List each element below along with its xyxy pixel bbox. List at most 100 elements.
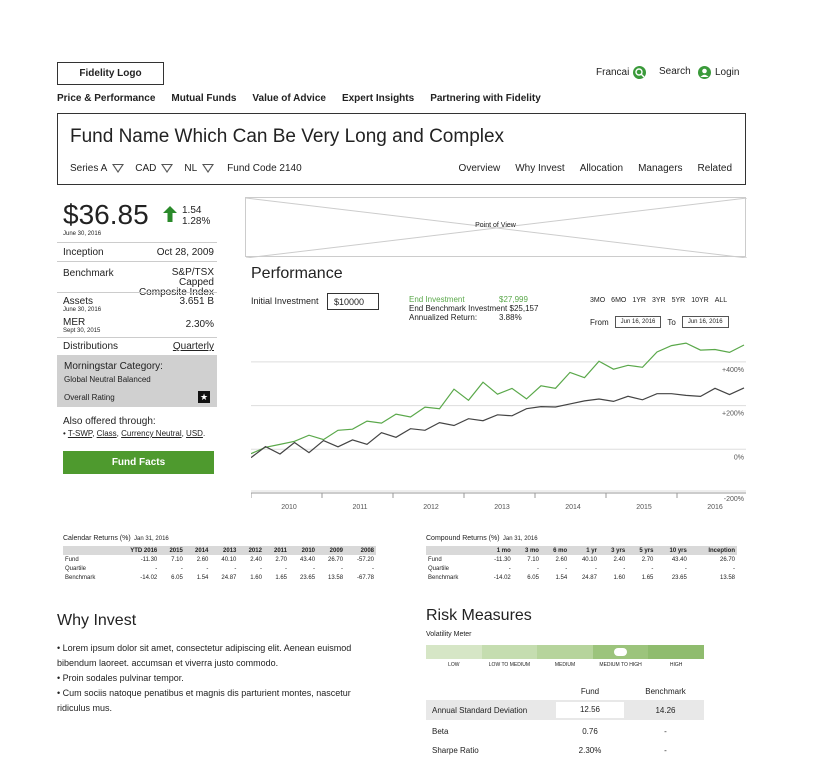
price-change: 1.54 1.28% [182,205,211,227]
y-tick-label: +200% [722,411,744,418]
range-3yr[interactable]: 3YR [651,297,666,304]
range-3mo[interactable]: 3MO [590,297,606,304]
tab-why-invest[interactable]: Why Invest [515,163,565,174]
star-icon: ★ [198,391,210,403]
table-row: Fund -11.30 7.10 2.60 40.10 2.40 2.70 43.40 26.7… [65,556,374,563]
login-label[interactable]: Login [715,67,740,78]
compound-returns: Compound Returns (%) Jan 31, 2016 1 mo 3 … [426,535,737,582]
table-row: Quartile - - - - - - - - - [65,565,374,572]
language-label[interactable]: Francai [596,67,630,78]
range-1yr[interactable]: 1YR [632,297,646,304]
main-nav: Price & Performance Mutual Funds Value o… [57,93,541,104]
assets-row: Assets June 30, 2016 3.651 B [63,296,214,313]
meter-indicator [613,648,627,656]
user-icon [698,66,711,79]
fund-title: Fund Name Which Can Be Very Long and Com… [70,126,505,147]
x-tick-label: 2014 [565,504,581,511]
table-header: YTD 2016 2015 2014 2013 2012 2011 2010 2009 2008 [63,546,376,555]
x-tick-label: 2012 [423,504,439,511]
table-header: 1 mo 3 mo 6 mo 1 yr 3 yrs 5 yrs 10 yrs Inceptio… [426,546,737,555]
investment-summary: End Investment $27,999 End Benchmark Inve… [409,295,539,322]
fund-price: $36.85 [63,199,149,230]
range-6mo[interactable]: 6MO [611,297,627,304]
calendar-returns: Calendar Returns (%) Jan 31, 2016 YTD 20… [63,535,376,582]
globe-icon [633,66,647,79]
chevron-down-icon[interactable] [161,164,174,173]
range-10yr[interactable]: 10YR [691,297,709,304]
distributions-link[interactable]: Quarterly [172,341,214,352]
fund-series-line[interactable] [251,342,745,455]
chevron-down-icon[interactable] [202,164,215,173]
compound-returns-table: 1 mo 3 mo 6 mo 1 yr 3 yrs 5 yrs 10 yrs Inceptio… [426,546,737,582]
fund-selectors: Series A CAD NL Fund Code 2140 [70,163,302,174]
nav-price-performance[interactable]: Price & Performance [57,93,156,104]
nav-partnering[interactable]: Partnering with Fidelity [430,93,541,104]
fidelity-logo[interactable]: Fidelity Logo [57,62,164,85]
from-date-input[interactable]: Jun 16, 2016 [614,316,662,328]
x-tick-label: 2011 [352,504,367,511]
price-date: June 30, 2016 [63,231,102,237]
fund-header: Fund Name Which Can Be Very Long and Com… [57,113,746,185]
range-buttons: 3MO 6MO 1YR 3YR 5YR 10YR ALL [590,297,727,304]
volatility-meter-label: Volatility Meter [426,631,472,638]
nav-mutual-funds[interactable]: Mutual Funds [171,93,237,104]
performance-chart[interactable]: +400% +200% 0% -200% 2010 2011 2012 2013 2014 201… [251,335,746,515]
login-link[interactable]: Login [698,66,739,79]
risk-header: Fund Benchmark [580,686,686,696]
link-usd[interactable]: USD [186,429,203,438]
y-tick-label: 0% [734,454,744,461]
x-tick-label: 2013 [494,504,510,511]
link-class[interactable]: Class [96,429,117,438]
link-currency-neutral[interactable]: Currency Neutral [121,429,182,438]
nav-expert-insights[interactable]: Expert Insights [341,93,415,104]
list-item: • Cum sociis natoque penatibus et magnis… [57,688,351,713]
table-row: Annual Standard Deviation 12.56 14.26 [426,700,704,720]
up-arrow-icon [163,206,177,227]
series-select[interactable]: Series A [70,163,108,174]
table-row: Beta 0.76- [432,726,667,736]
currency-select[interactable]: CAD [135,163,157,174]
risk-measures-title: Risk Measures [426,607,532,624]
tab-related[interactable]: Related [697,163,732,174]
link-tswp[interactable]: T-SWP [67,429,93,438]
benchmark-series-line[interactable] [251,387,745,459]
mer-row: MER Sept 30, 2015 2.30% [63,317,214,334]
table-row: Fund -11.30 7.10 2.60 40.10 2.40 2.70 43.40 26.7… [428,556,735,563]
x-tick-label: 2010 [281,504,297,511]
table-row: Quartile - - - - - - - - [428,565,735,572]
volatility-meter [426,645,704,659]
range-5yr[interactable]: 5YR [671,297,686,304]
fund-tabs: Overview Why Invest Allocation Managers … [459,163,732,174]
to-date-input[interactable]: Jun 16, 2016 [681,316,729,328]
benchmark-row: Benchmark S&P/TSX Capped Composite Index [63,267,214,298]
tab-overview[interactable]: Overview [458,163,501,174]
why-invest-title: Why Invest [57,612,137,629]
tab-managers[interactable]: Managers [638,163,683,174]
load-select[interactable]: NL [184,163,198,174]
table-row: Benchmark -14.02 6.05 1.54 24.87 1.60 1.65 23.6… [428,574,735,581]
table-row: Benchmark -14.02 6.05 1.54 24.87 1.60 1.65 23.6… [65,574,374,581]
x-tick-label: 2015 [636,504,652,511]
distributions-row: Distributions Quarterly [63,341,214,352]
table-row: Sharpe Ratio 2.30% - [432,745,667,755]
range-all[interactable]: ALL [714,297,728,304]
nav-value-of-advice[interactable]: Value of Advice [252,93,326,104]
also-offered: Also offered through: • T-SWP, Class, Cu… [63,416,206,438]
date-range: From Jun 16, 2016 To Jun 16, 2016 [590,316,729,328]
language-toggle[interactable]: Francai [596,66,647,79]
point-of-view-banner[interactable]: Point of View [245,197,747,258]
why-invest-list: • Lorem ipsum dolor sit amet, consectetu… [57,641,377,716]
search-link[interactable]: Search [659,66,691,77]
y-tick-label: -200% [724,496,744,503]
inception-row: Inception Oct 28, 2009 [63,247,214,258]
initial-investment-label: Initial Investment [251,296,319,306]
list-item: • Lorem ipsum dolor sit amet, consectetu… [57,643,352,668]
calendar-returns-table: YTD 2016 2015 2014 2013 2012 2011 2010 2009 2008… [63,546,376,582]
initial-investment-input[interactable]: $10000 [327,293,379,310]
volatility-levels: LOW LOW TO MEDIUM MEDIUM MEDIUM TO HIGH … [448,662,683,668]
performance-title: Performance [251,265,343,282]
chevron-down-icon[interactable] [112,164,125,173]
fund-facts-button[interactable]: Fund Facts [63,451,214,474]
tab-allocation[interactable]: Allocation [579,163,624,174]
fund-code: Fund Code 2140 [227,163,302,174]
